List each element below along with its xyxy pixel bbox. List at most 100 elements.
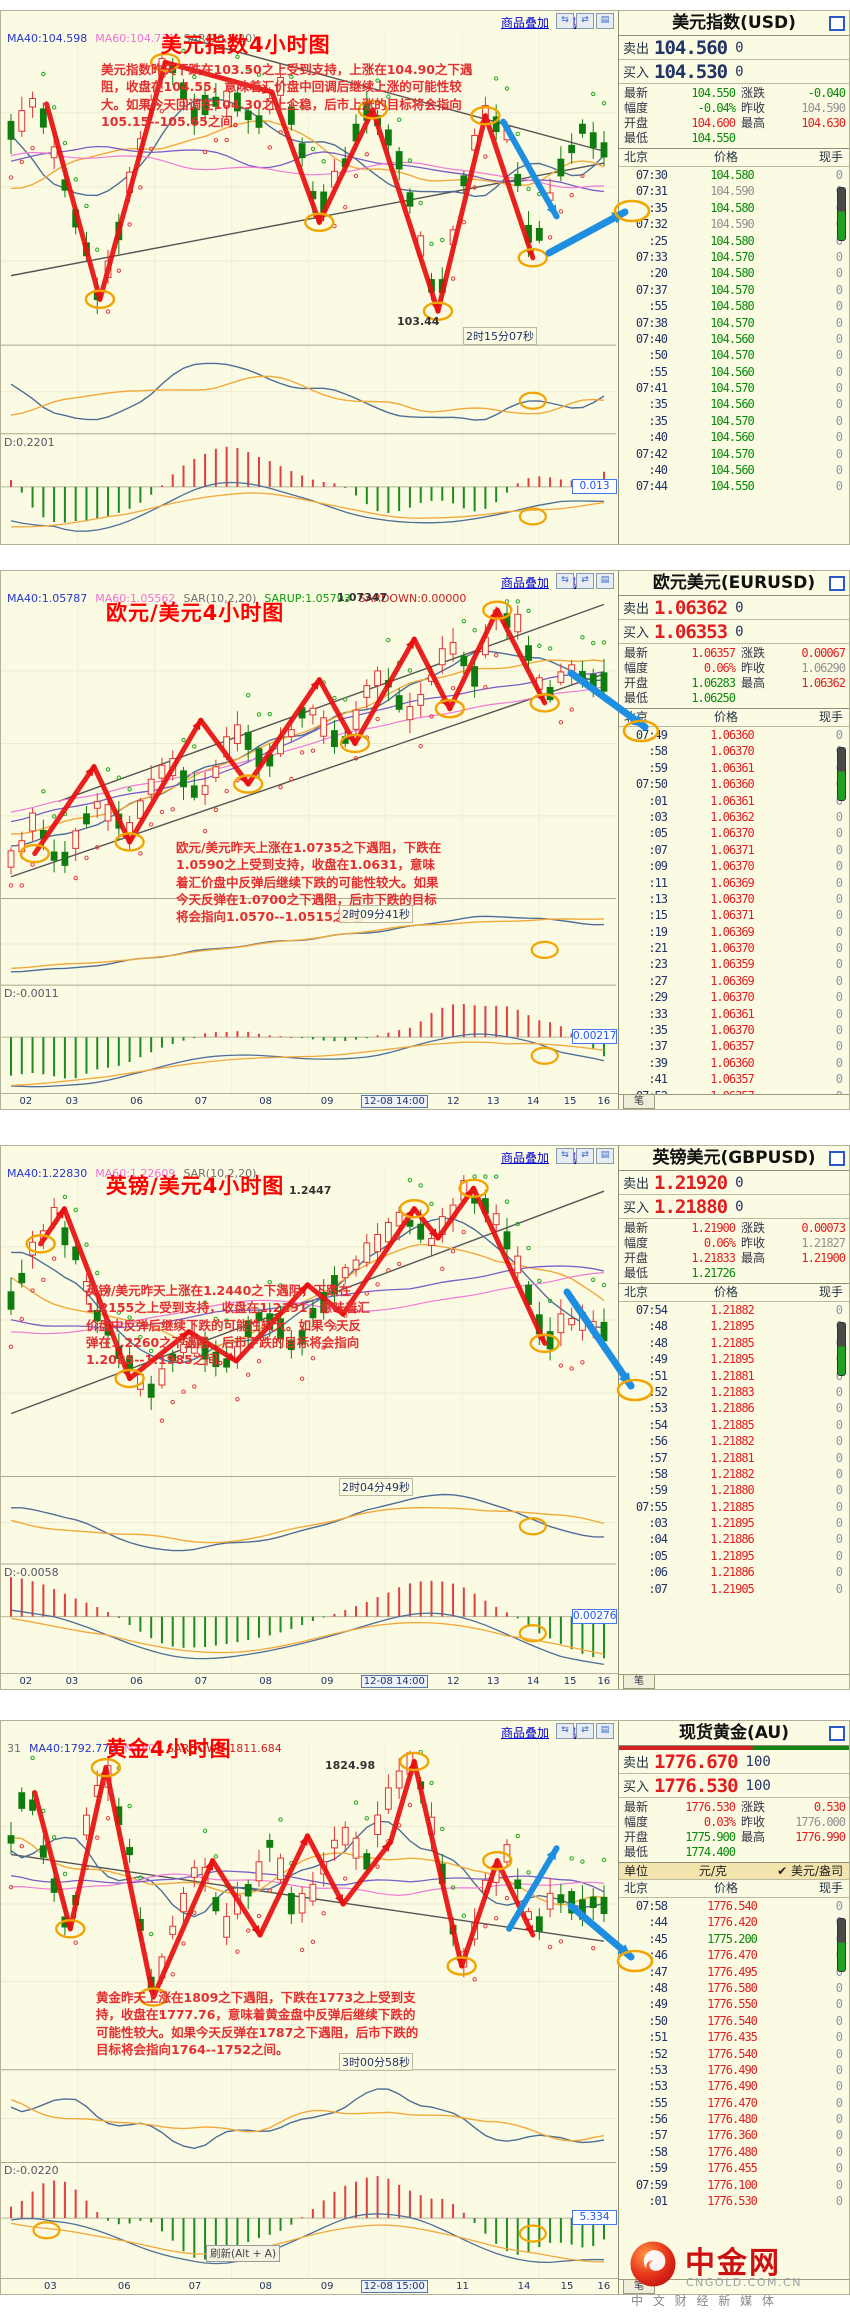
window-button-3[interactable]: ▤ xyxy=(596,573,614,589)
window-buttons: ⇆ ⇄ ▤ xyxy=(556,13,614,29)
tick-time: :29 xyxy=(648,990,668,1005)
tick-price: 1.06357 xyxy=(710,1072,755,1087)
window-button-3[interactable]: ▤ xyxy=(596,1148,614,1164)
tick-row: :52 1.21883 0 xyxy=(619,1384,849,1400)
window-button-3[interactable]: ▤ xyxy=(596,1723,614,1739)
quote-panel-title: 欧元美元(EURUSD) xyxy=(619,571,849,596)
bid-price: 1.21920 xyxy=(654,1171,728,1194)
axis-tick-label: 06 xyxy=(130,1676,143,1687)
tick-time: 07:54 xyxy=(635,1303,668,1317)
window-button-2[interactable]: ⇄ xyxy=(576,13,594,29)
maximize-icon[interactable] xyxy=(829,576,845,591)
tick-time: 07:59 xyxy=(635,2177,668,2192)
window-buttons: ⇆ ⇄ ▤ xyxy=(556,573,614,589)
tick-price: 1.21885 xyxy=(710,1417,755,1432)
candlestick-chart[interactable] xyxy=(1,1166,616,1675)
tick-volume: 0 xyxy=(835,728,843,742)
stats-row: 最低 1.21726 xyxy=(619,1266,849,1281)
tab-ticks[interactable]: 笔 xyxy=(623,1675,655,1689)
bid-label: 卖出 xyxy=(623,42,650,57)
tick-time: :55 xyxy=(648,299,668,314)
stat-value: 0.06% xyxy=(703,1236,736,1250)
bid-size: 0 xyxy=(735,1174,744,1191)
tick-time: :20 xyxy=(648,266,668,281)
tick-row: :09 1.06370 0 xyxy=(619,858,849,874)
window-button-1[interactable]: ⇆ xyxy=(556,13,574,29)
tick-price: 1775.200 xyxy=(707,1931,758,1946)
tick-price: 1776.435 xyxy=(707,2030,758,2045)
tick-price: 104.580 xyxy=(710,299,755,314)
tick-volume: 0 xyxy=(835,1499,843,1514)
tick-time: :48 xyxy=(648,1319,668,1334)
stats-row: 幅度 0.06% 昨收 1.21827 xyxy=(619,1236,849,1251)
unit-option-gram[interactable]: 元/克 xyxy=(699,1864,728,1878)
tick-row: :15 1.06371 0 xyxy=(619,907,849,923)
tick-row: :23 1.06359 0 xyxy=(619,956,849,972)
window-button-2[interactable]: ⇄ xyxy=(576,573,594,589)
tick-price: 1776.530 xyxy=(707,2194,758,2209)
window-button-2[interactable]: ⇄ xyxy=(576,1148,594,1164)
ma-indicator-labels: 31 MA40:1792.770 MA60: SARDOWN:1811.684 xyxy=(7,1742,290,1755)
tab-ticks[interactable]: 笔 xyxy=(623,1095,655,1109)
chart-section-2: 商品叠加周期⇆⇄▤MA40:1.05787 MA60:1.05562 SAR(10,… xyxy=(0,570,850,1110)
axis-tick-label: 14 xyxy=(526,1096,540,1107)
list-scroll-thumb[interactable] xyxy=(837,1322,846,1376)
tick-price: 1.06361 xyxy=(710,793,755,808)
bid-price: 1776.670 xyxy=(654,1750,739,1773)
list-scroll-thumb[interactable] xyxy=(837,1918,846,1972)
chart-section-4: 商品叠加周期⇆⇄▤31 MA40:1792.770 MA60: SARDOWN:181… xyxy=(0,1720,850,2295)
tick-price: 1.21885 xyxy=(710,1335,755,1350)
tick-volume: 0 xyxy=(835,875,843,890)
unit-option-ounce[interactable]: ✔ 美元/盎司 xyxy=(777,1864,843,1878)
window-button-1[interactable]: ⇆ xyxy=(556,1723,574,1739)
quote-panel: 美元指数(USD) 卖出 104.560 0 买入 104.530 0 最新 104.550 涨跌… xyxy=(618,11,849,544)
ask-price: 104.530 xyxy=(654,60,728,83)
toolbar-link-overlay[interactable]: 商品叠加 xyxy=(501,16,550,30)
bid-size: 100 xyxy=(745,1753,771,1770)
maximize-icon[interactable] xyxy=(829,16,845,31)
tick-price: 1.06370 xyxy=(710,859,755,874)
stat-label: 最低 xyxy=(624,1266,649,1280)
axis-date-box: 12-08 15:00 xyxy=(360,2280,428,2293)
toolbar-link-overlay[interactable]: 商品叠加 xyxy=(501,576,550,590)
window-button-3[interactable]: ▤ xyxy=(596,13,614,29)
tick-price: 1.06360 xyxy=(710,728,755,742)
candlestick-chart[interactable] xyxy=(1,591,616,1095)
macd-value-label: D:0.2201 xyxy=(4,435,55,449)
ma-label: SARDOWN:0.00000 xyxy=(358,592,467,605)
tick-volume: 0 xyxy=(835,1072,843,1087)
tick-volume: 0 xyxy=(835,973,843,988)
tick-time: :25 xyxy=(648,233,668,248)
unit-selector-row: 单位 元/克 ✔ 美元/盎司 xyxy=(619,1863,849,1880)
window-button-1[interactable]: ⇆ xyxy=(556,573,574,589)
quote-panel: 英镑美元(GBPUSD) 卖出 1.21920 0 买入 1.21880 0 最新 1.2190… xyxy=(618,1146,849,1689)
window-button-1[interactable]: ⇆ xyxy=(556,1148,574,1164)
maximize-icon[interactable] xyxy=(829,1151,845,1166)
tick-volume: 0 xyxy=(835,2062,843,2077)
ask-label: 买入 xyxy=(623,626,650,641)
toolbar-link-overlay[interactable]: 商品叠加 xyxy=(501,1151,550,1165)
tick-volume: 0 xyxy=(835,1434,843,1449)
tick-volume: 0 xyxy=(835,446,843,461)
bid-row: 卖出 1776.670 100 xyxy=(619,1750,849,1774)
maximize-icon[interactable] xyxy=(829,1726,845,1741)
ma-indicator-labels: MA40:104.598 MA60:104.731 SAR(10,2,20) xyxy=(7,32,264,45)
tick-time: :57 xyxy=(648,1450,668,1465)
tick-volume: 0 xyxy=(835,1384,843,1399)
toolbar-link-overlay[interactable]: 商品叠加 xyxy=(501,1726,550,1740)
tick-price: 1.21881 xyxy=(710,1368,755,1383)
candlestick-chart[interactable] xyxy=(1,1741,616,2280)
list-scroll-thumb[interactable] xyxy=(837,187,846,241)
tick-row: :19 1.06369 0 xyxy=(619,924,849,940)
tick-price: 104.560 xyxy=(710,364,755,379)
candlestick-chart[interactable] xyxy=(1,31,616,545)
window-button-2[interactable]: ⇄ xyxy=(576,1723,594,1739)
ma-label: MA60:1.22609 xyxy=(95,1167,176,1180)
tick-row: :05 1.06370 0 xyxy=(619,825,849,841)
tick-time: :55 xyxy=(648,2095,668,2110)
list-scroll-thumb[interactable] xyxy=(837,747,846,801)
stat-value: -0.04% xyxy=(697,101,736,115)
